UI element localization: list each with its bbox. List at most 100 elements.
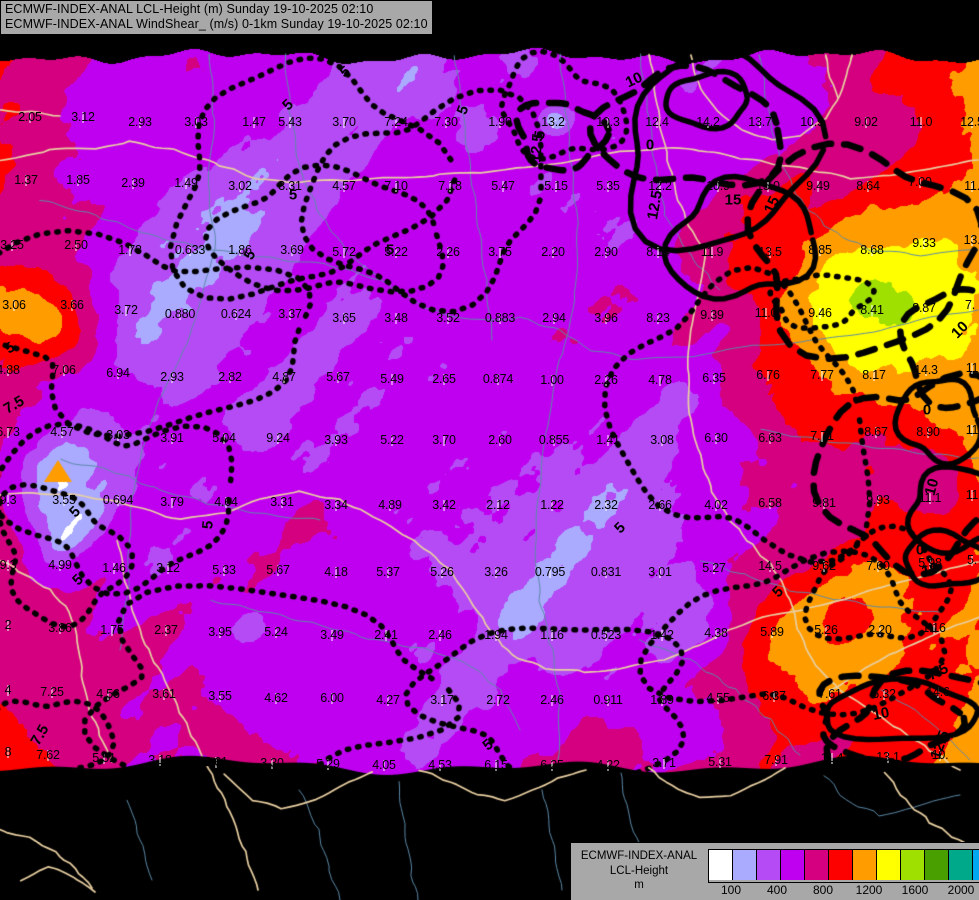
grid-point-tick: [605, 567, 607, 578]
grid-value: 3.91: [160, 431, 184, 445]
grid-point-tick: [7, 495, 9, 506]
grid-point-tick: [129, 245, 131, 256]
grid-value: 7.91: [764, 753, 788, 767]
grid-point-tick: [551, 500, 553, 511]
title-box: ECMWF-INDEX-ANAL LCL-Height (m) Sunday 1…: [0, 0, 433, 35]
colorbar-swatches: [708, 849, 979, 883]
colorbar-legend[interactable]: ECMWF-INDEX-ANAL LCL-Height m 100 400 800 1…: [570, 842, 979, 900]
grid-point-tick: [923, 303, 925, 314]
colorbar-ticks: 100 400 800 1200 1600 2000: [708, 883, 978, 899]
grid-point-tick: [225, 497, 227, 508]
colorbar-swatch-8: [901, 850, 925, 880]
grid-value: 11.9: [700, 245, 724, 259]
grid-value: 5.04: [212, 431, 236, 445]
grid-value: 0.831: [590, 565, 622, 579]
grid-value: 3.31: [278, 179, 302, 193]
grid-point-tick: [389, 500, 391, 511]
grid-value: 11.: [964, 179, 979, 193]
grid-value: 3.95: [208, 625, 232, 639]
grid-value: 0.874: [482, 372, 514, 386]
grid-point-tick: [239, 245, 241, 256]
grid-value: 3.02: [228, 179, 252, 193]
grid-point-tick: [215, 757, 217, 768]
grid-point-tick: [663, 758, 665, 769]
grid-value: 3.42: [432, 498, 456, 512]
grid-value: 2.66: [648, 498, 672, 512]
grid-value: 5.26: [814, 623, 838, 637]
contour-label: 0: [922, 401, 932, 419]
grid-value: 3.96: [594, 311, 618, 325]
colorbar-tick-400: 400: [766, 883, 788, 897]
grid-value: 2.93: [160, 370, 184, 384]
grid-value: 9.02: [854, 115, 878, 129]
grid-value: 1.90: [488, 115, 512, 129]
grid-value: 5.67: [266, 563, 290, 577]
grid-value: 3.17: [430, 693, 454, 707]
grid-value: 2.32: [594, 498, 618, 512]
grid-value: 2.46: [428, 628, 452, 642]
grid-point-tick: [769, 498, 771, 509]
grid-value: 8.17: [862, 368, 886, 382]
grid-value: 5.22: [384, 245, 408, 259]
grid-value: 9.33: [912, 236, 936, 250]
grid-point-tick: [395, 313, 397, 324]
grid-point-tick: [929, 558, 931, 569]
grid-value: 11.0: [754, 306, 778, 320]
grid-value: 6.94: [106, 366, 130, 380]
grid-value: 4.57: [50, 425, 74, 439]
grid-value: 1.47: [242, 115, 266, 129]
grid-value: 11: [965, 423, 979, 437]
grid-value: 5.51: [92, 751, 116, 765]
grid-point-tick: [331, 693, 333, 704]
grid-point-tick: [253, 117, 255, 128]
grid-value: 7.77: [810, 368, 834, 382]
grid-value: 5.29: [316, 757, 340, 771]
grid-value: 5.47: [491, 179, 515, 193]
grid-value: 8.90: [916, 425, 940, 439]
grid-point-tick: [239, 181, 241, 192]
grid-point-tick: [499, 313, 501, 324]
grid-value: 6.30: [704, 431, 728, 445]
grid-value: 2.46: [540, 693, 564, 707]
grid-point-tick: [769, 247, 771, 258]
grid-point-tick: [497, 500, 499, 511]
grid-point-tick: [289, 309, 291, 320]
grid-point-tick: [767, 181, 769, 192]
grid-point-tick: [927, 427, 929, 438]
grid-value: 2.37: [154, 623, 178, 637]
grid-point-tick: [395, 117, 397, 128]
grid-point-tick: [883, 689, 885, 700]
grid-value: 13.2: [541, 115, 565, 129]
grid-point-tick: [335, 500, 337, 511]
grid-point-tick: [661, 630, 663, 641]
colorbar-swatch-6: [853, 850, 877, 880]
grid-value: 3.08: [650, 433, 674, 447]
grid-point-tick: [343, 247, 345, 258]
grid-value: 7.10: [384, 179, 408, 193]
grid-value: 1.16: [922, 621, 946, 635]
grid-value: 0.880: [164, 307, 196, 321]
grid-point-tick: [195, 117, 197, 128]
grid-point-tick: [271, 758, 273, 769]
grid-value: 1.46: [102, 561, 126, 575]
grid-value: 2.94: [542, 311, 566, 325]
grid-point-tick: [607, 760, 609, 771]
grid-value: 3.03: [106, 428, 130, 442]
grid-value: 10.3: [596, 115, 620, 129]
grid-point-tick: [107, 689, 109, 700]
grid-point-tick: [219, 627, 221, 638]
grid-point-tick: [441, 695, 443, 706]
grid-value: 13.5: [758, 245, 782, 259]
grid-point-tick: [59, 560, 61, 571]
grid-point-tick: [223, 565, 225, 576]
grid-value: 0.694: [102, 493, 134, 507]
grid-value: 8.64: [856, 179, 880, 193]
grid-point-tick: [823, 561, 825, 572]
grid-value: 1.94: [484, 628, 508, 642]
grid-point-tick: [385, 630, 387, 641]
grid-point-tick: [165, 625, 167, 636]
grid-value: 5.27: [702, 561, 726, 575]
grid-point-tick: [113, 563, 115, 574]
grid-point-tick: [275, 627, 277, 638]
